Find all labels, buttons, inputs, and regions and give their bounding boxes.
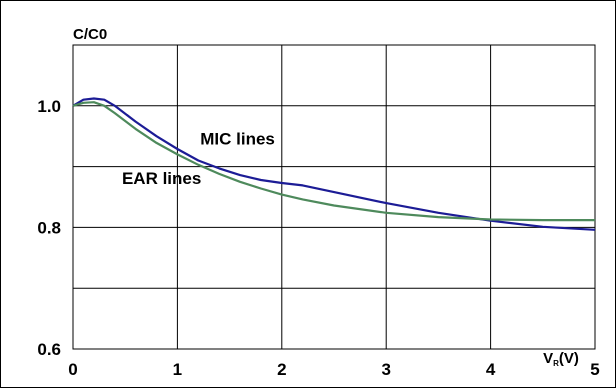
ear-lines-series [72,101,595,222]
y-tick-label: 1.0 [37,97,61,116]
y-axis-label: C/C0 [73,26,107,43]
x-tick-label: 1 [173,360,182,379]
x-axis-label: VR(V) [543,350,579,368]
ear-lines-label: EAR lines [122,169,201,188]
x-tick-label: 3 [381,360,390,379]
text-layer: C/C0 VR(V) 0 1 2 3 4 5 0.6 0.8 1.0 MIC lines EAR l… [37,26,599,379]
x-tick-label: 0 [68,360,77,379]
mic-lines-series [72,97,596,231]
x-tick-label: 4 [486,360,496,379]
x-tick-label: 2 [277,360,286,379]
plot-area-border [72,44,596,350]
x-tick-label: 5 [590,360,599,379]
x-axis-label-suffix: (V) [559,350,579,367]
y-tick-label: 0.8 [37,218,61,237]
x-axis-label-sub: R [553,359,559,368]
series-layer [72,97,596,231]
x-axis-label-main: V [543,350,553,367]
grid [72,44,596,350]
mic-lines-label: MIC lines [200,129,275,148]
y-tick-label: 0.6 [37,340,61,359]
